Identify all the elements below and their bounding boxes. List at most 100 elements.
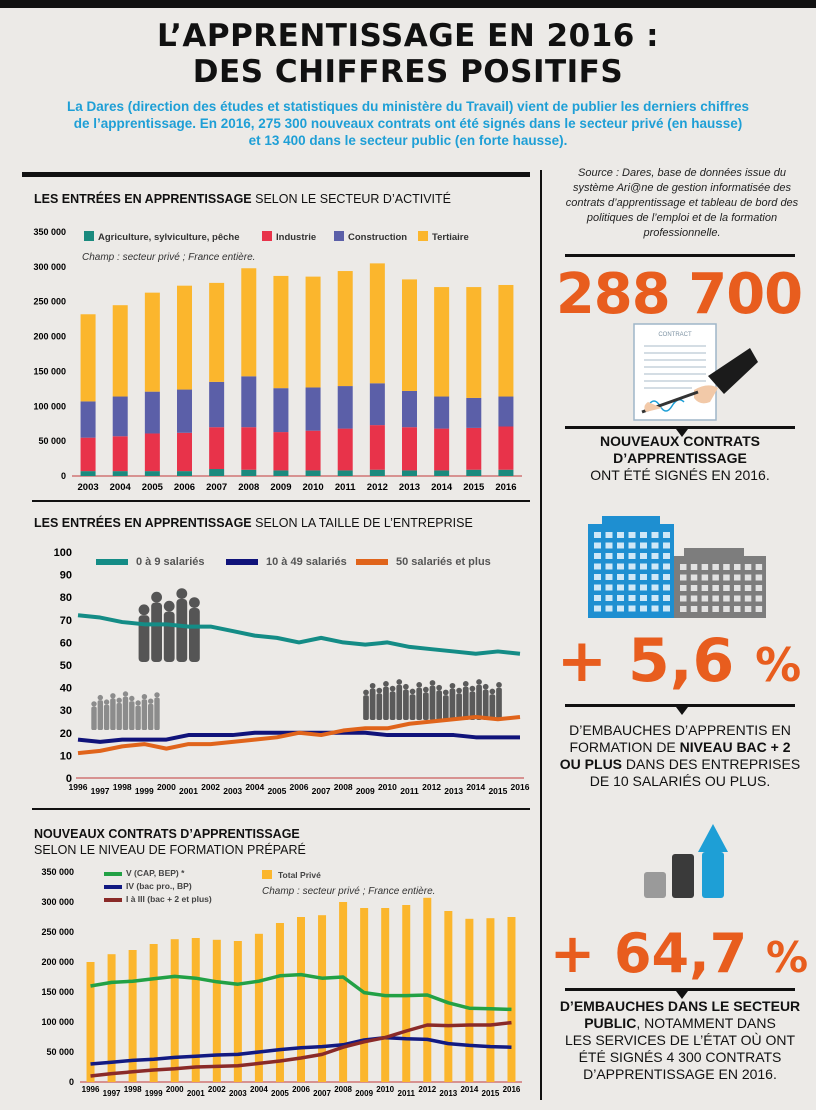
window [734, 585, 741, 591]
column-separator [540, 170, 542, 1100]
intro-text: La Dares (direction des études et statis… [22, 98, 794, 149]
x-tick-label: 2004 [110, 482, 132, 493]
x-tick-label: 2011 [335, 482, 356, 493]
window [605, 542, 613, 549]
stat1-bold-1: NOUVEAUX CONTRATS [600, 433, 760, 449]
person-head [176, 588, 188, 599]
intro-line-3: et 13 400 dans le secteur public (en for… [248, 133, 568, 148]
window [617, 553, 624, 559]
bar-segment-2 [112, 396, 128, 437]
bar-segment-2 [144, 391, 160, 434]
title-line-2: DES CHIFFRES POSITIFS [192, 54, 624, 90]
window [651, 605, 659, 612]
x-tick-label: 1999 [135, 786, 154, 796]
total-bar [212, 939, 221, 1082]
person-head [189, 597, 200, 608]
person-head [376, 687, 383, 694]
window [640, 595, 647, 601]
person-body [151, 602, 162, 662]
bar-segment-1 [305, 430, 321, 471]
window [594, 553, 601, 559]
x-tick-label: 2006 [290, 782, 309, 792]
window [651, 532, 659, 538]
bar-segment-0 [273, 470, 289, 476]
legend-label: I à III (bac + 2 et plus) [126, 894, 212, 904]
bar-segment-0 [402, 470, 417, 476]
legend-swatch [226, 559, 258, 565]
x-tick-label: 1998 [113, 782, 132, 792]
bar-segment-0 [466, 469, 482, 476]
bar-segment-2 [466, 397, 482, 428]
legend-label: Agriculture, sylviculture, pêche [98, 232, 240, 243]
window [755, 564, 763, 570]
stat1-text: NOUVEAUX CONTRATS D’APPRENTISSAGE ONT ÉT… [556, 433, 804, 484]
person-head [151, 591, 163, 603]
total-bar [318, 915, 327, 1082]
total-bar [128, 950, 137, 1082]
window [723, 606, 730, 612]
x-tick-label: 2004 [250, 1085, 268, 1094]
bar-segment-2 [209, 381, 225, 428]
person-head [389, 685, 396, 692]
window [651, 542, 659, 549]
x-tick-label: 2012 [367, 482, 388, 493]
x-tick-label: 2015 [482, 1089, 500, 1098]
legend-swatch [96, 559, 128, 565]
window [605, 595, 613, 601]
total-bar [107, 954, 116, 1082]
person-head [383, 681, 389, 687]
person-body [389, 691, 396, 720]
stat2-line-2b: NIVEAU BAC + 2 [679, 739, 791, 755]
window [617, 563, 624, 570]
window [680, 585, 687, 591]
window [651, 584, 659, 591]
window [605, 553, 613, 559]
bar-segment-1 [337, 428, 353, 471]
stat2-pointer [676, 707, 688, 715]
series-line-0 [90, 972, 512, 1012]
x-tick-label: 2015 [488, 786, 507, 796]
person-body [456, 693, 462, 720]
sector-bar-chart: 0 50 000 100 000 150 000 200 000 250 000 300 0… [33, 227, 522, 493]
person-body [189, 608, 200, 662]
total-bar [423, 897, 432, 1082]
person-body [462, 686, 469, 720]
person-head [436, 684, 442, 691]
window [663, 584, 670, 591]
series-line-0 [77, 613, 521, 656]
window [628, 574, 636, 580]
title-line-1: L’APPRENTISSAGE EN 2016 : [156, 18, 660, 54]
y-tick-label: 250 000 [33, 297, 66, 307]
section-rule-1 [22, 172, 530, 177]
window [594, 584, 601, 591]
person-body [416, 687, 423, 720]
total-bar [170, 939, 179, 1082]
stat2-percent: % [755, 638, 802, 692]
window [663, 532, 670, 538]
window [663, 553, 670, 559]
x-tick-label: 2016 [511, 782, 530, 792]
person-head [97, 694, 104, 701]
bar-segment-0 [177, 471, 192, 476]
y-tick-label: 350 000 [41, 867, 74, 877]
legend-swatch [334, 231, 344, 241]
window [690, 585, 698, 591]
person-body [103, 704, 110, 730]
bar-segment-0 [144, 471, 160, 476]
window [723, 595, 730, 602]
legend-label: 0 à 9 salariés [136, 556, 205, 568]
legend-swatch [418, 231, 428, 241]
bar-segment-3 [241, 268, 257, 377]
person-body [482, 689, 489, 720]
person-head [469, 685, 476, 692]
window [723, 564, 730, 570]
y-tick-label: 150 000 [33, 366, 66, 376]
person-head [135, 700, 141, 706]
total-bar [486, 918, 495, 1082]
chart1-heading-rest: SELON LE SECTEUR D’ACTIVITÉ [251, 192, 451, 206]
legend-label: Tertiaire [432, 232, 469, 243]
person-body [429, 685, 436, 720]
stat2-rule [565, 704, 795, 707]
window [594, 563, 601, 570]
